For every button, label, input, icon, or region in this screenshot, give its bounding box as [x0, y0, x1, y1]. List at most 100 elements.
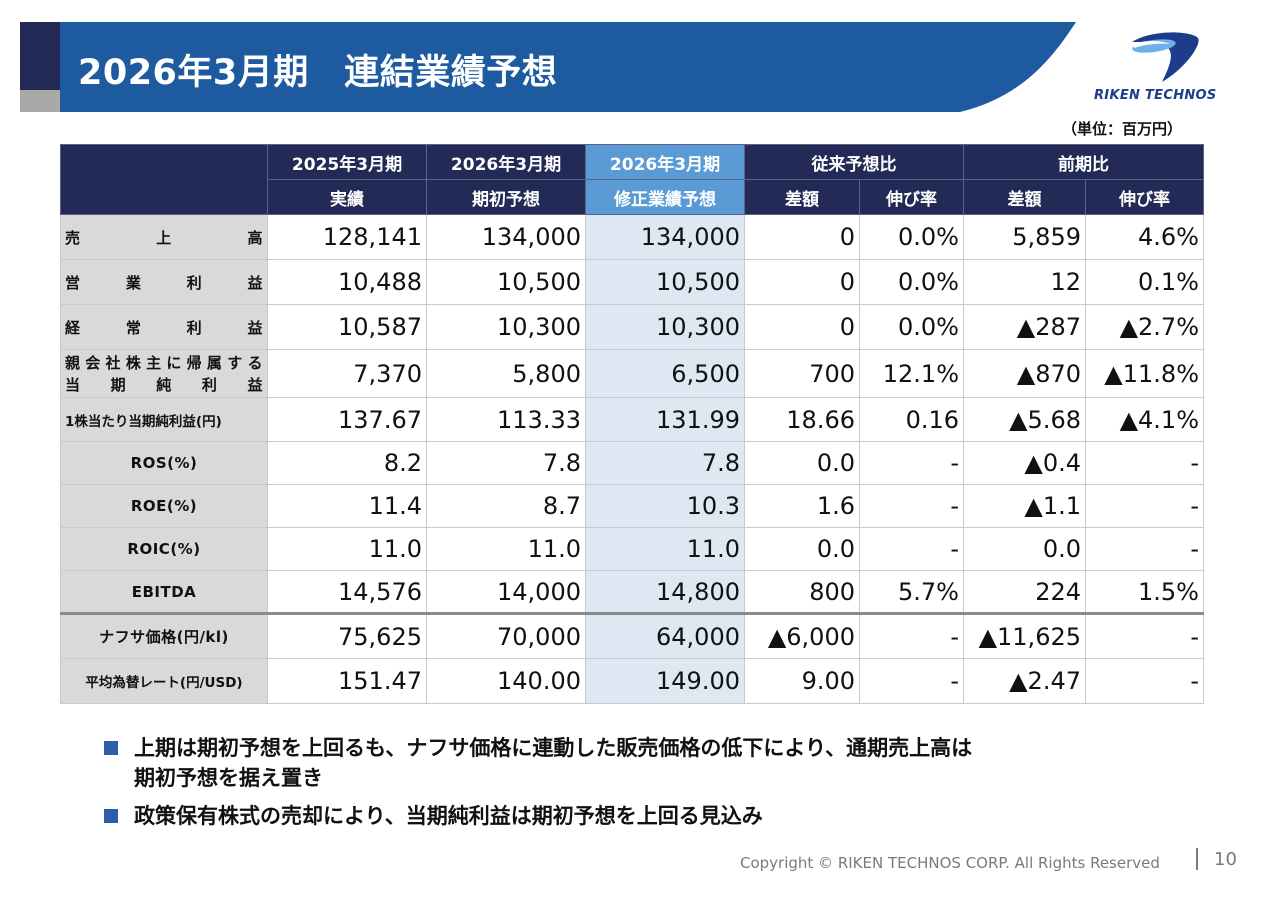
cell: -: [859, 658, 964, 704]
cell: 0.0%: [859, 304, 964, 350]
cell: 7.8: [426, 441, 586, 485]
cell: 70,000: [426, 612, 586, 659]
cell: 800: [744, 570, 860, 614]
table-row: 1株当たり当期純利益(円) 137.67 113.33 131.99 18.66…: [60, 397, 1204, 442]
row-label-ordinary-income: 経常利益: [60, 304, 268, 350]
cell: ▲4.1%: [1085, 397, 1204, 442]
cell: -: [1085, 527, 1204, 571]
cell: 10,500: [426, 259, 586, 305]
commentary-bullets: 上期は期初予想を上回るも、ナフサ価格に連動した販売価格の低下により、通期売上高は…: [104, 733, 1204, 839]
cell: ▲0.4: [963, 441, 1086, 485]
title-band: [60, 22, 1080, 112]
cell: 0.16: [859, 397, 964, 442]
cell: 0.0: [744, 527, 860, 571]
cell: 14,800: [585, 570, 745, 614]
cell: 0.0%: [859, 259, 964, 305]
cell: 224: [963, 570, 1086, 614]
cell: 7,370: [267, 349, 427, 398]
cell: 134,000: [585, 214, 745, 260]
earnings-forecast-table: 2025年3月期 2026年3月期 2026年3月期 従来予想比 前期比 実績 …: [60, 144, 1204, 704]
header-rate-2: 伸び率: [1085, 179, 1204, 215]
header-initial-forecast: 期初予想: [426, 179, 586, 215]
cell: 11.0: [267, 527, 427, 571]
cell: -: [1085, 484, 1204, 528]
cell: -: [1085, 612, 1204, 659]
cell: 10,488: [267, 259, 427, 305]
header-vs-previous-year: 前期比: [963, 144, 1204, 180]
cell: -: [859, 612, 964, 659]
cell: 5.7%: [859, 570, 964, 614]
cell: 11.0: [426, 527, 586, 571]
cell: 1.6: [744, 484, 860, 528]
cell: 11.0: [585, 527, 745, 571]
bullet-text: 政策保有株式の売却により、当期純利益は期初予想を上回る見込み: [134, 804, 763, 828]
header-accent-gray: [20, 90, 60, 112]
cell: 140.00: [426, 658, 586, 704]
cell: 0.0: [963, 527, 1086, 571]
cell: -: [859, 527, 964, 571]
cell: ▲2.7%: [1085, 304, 1204, 350]
cell: 10,587: [267, 304, 427, 350]
row-label-fx-rate: 平均為替レート(円/USD): [60, 658, 268, 704]
cell: ▲2.47: [963, 658, 1086, 704]
cell: 12.1%: [859, 349, 964, 398]
cell: 134,000: [426, 214, 586, 260]
table-row: EBITDA 14,576 14,000 14,800 800 5.7% 224…: [60, 570, 1204, 614]
cell: 149.00: [585, 658, 745, 704]
cell: 0: [744, 259, 860, 305]
bullet-item: 政策保有株式の売却により、当期純利益は期初予想を上回る見込み: [104, 801, 1204, 831]
riken-logo-icon: [1090, 28, 1230, 108]
cell: 5,800: [426, 349, 586, 398]
cell: -: [1085, 658, 1204, 704]
square-bullet-icon: [104, 809, 118, 823]
row-label-ebitda: EBITDA: [60, 570, 268, 614]
header-revised-forecast: 修正業績予想: [585, 179, 745, 215]
cell: 10,300: [426, 304, 586, 350]
row-label-net-sales: 売上高: [60, 214, 268, 260]
cell: ▲6,000: [744, 612, 860, 659]
cell: 113.33: [426, 397, 586, 442]
row-label-net-income-attributable: 親会社株主に帰属する 当期純利益: [60, 349, 268, 398]
cell: 10.3: [585, 484, 745, 528]
table-row: ROIC(%) 11.0 11.0 11.0 0.0 - 0.0 -: [60, 527, 1204, 571]
cell: -: [1085, 441, 1204, 485]
cell: 9.00: [744, 658, 860, 704]
slide-title: 2026年3月期 連結業績予想: [78, 53, 558, 93]
table-row: 平均為替レート(円/USD) 151.47 140.00 149.00 9.00…: [60, 658, 1204, 704]
cell: 7.8: [585, 441, 745, 485]
cell: 12: [963, 259, 1086, 305]
row-label-naphtha-price: ナフサ価格(円/kl): [60, 612, 268, 659]
cell: 10,500: [585, 259, 745, 305]
table-row: 親会社株主に帰属する 当期純利益 7,370 5,800 6,500 700 1…: [60, 349, 1204, 398]
cell: 0.1%: [1085, 259, 1204, 305]
cell: 14,576: [267, 570, 427, 614]
cell: 4.6%: [1085, 214, 1204, 260]
page-number: 10: [1214, 849, 1237, 870]
cell: ▲1.1: [963, 484, 1086, 528]
cell: 5,859: [963, 214, 1086, 260]
table-row: 売上高 128,141 134,000 134,000 0 0.0% 5,859…: [60, 214, 1204, 260]
bullet-text: 上期は期初予想を上回るも、ナフサ価格に連動した販売価格の低下により、通期売上高は…: [134, 736, 973, 790]
cell: ▲287: [963, 304, 1086, 350]
unit-label: （単位：百万円）: [1062, 120, 1183, 138]
table-row: 経常利益 10,587 10,300 10,300 0 0.0% ▲287 ▲2…: [60, 304, 1204, 350]
row-label-roe: ROE(%): [60, 484, 268, 528]
header-fy2025-top: 2025年3月期: [267, 144, 427, 180]
bullet-item: 上期は期初予想を上回るも、ナフサ価格に連動した販売価格の低下により、通期売上高は…: [104, 733, 1204, 793]
header-rate-1: 伸び率: [859, 179, 964, 215]
cell: 1.5%: [1085, 570, 1204, 614]
square-bullet-icon: [104, 741, 118, 755]
logo-wordmark: RIKEN TECHNOS: [1094, 88, 1217, 103]
cell: -: [859, 441, 964, 485]
cell: 0: [744, 214, 860, 260]
table-row: ナフサ価格(円/kl) 75,625 70,000 64,000 ▲6,000 …: [60, 612, 1204, 659]
header-fy2026-initial-top: 2026年3月期: [426, 144, 586, 180]
row-label-operating-income: 営業利益: [60, 259, 268, 305]
cell: 0.0%: [859, 214, 964, 260]
cell: ▲870: [963, 349, 1086, 398]
cell: 14,000: [426, 570, 586, 614]
cell: 64,000: [585, 612, 745, 659]
header-fy2026-revised-top: 2026年3月期: [585, 144, 745, 180]
cell: 75,625: [267, 612, 427, 659]
header-row-bottom: 実績 期初予想 修正業績予想 差額 伸び率 差額 伸び率: [61, 179, 1204, 215]
